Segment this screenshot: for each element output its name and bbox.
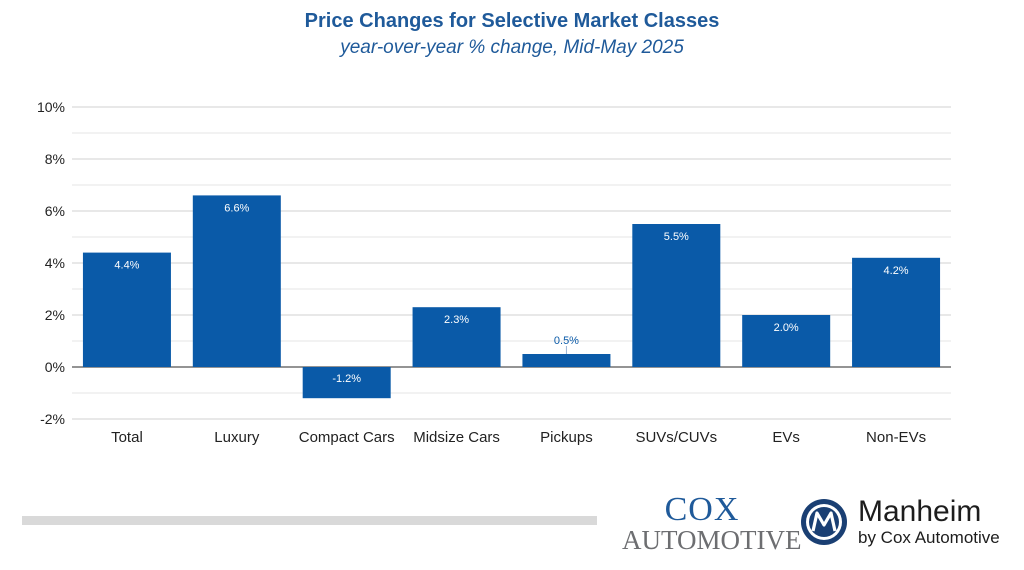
cox-automotive-logo: COX AUTOMOTIVE	[622, 491, 802, 555]
bar-chart: -2% 0% 2% 4% 6% 8% 10% 4.4% Total 6.6% Luxury -1.2%…	[37, 99, 951, 446]
y-tick-label: 4%	[45, 255, 65, 271]
data-label: 0.5%	[554, 335, 579, 347]
x-tick-label: Pickups	[540, 429, 593, 446]
x-tick-label: Midsize Cars	[413, 429, 500, 446]
bar	[522, 354, 611, 367]
manheim-emblem-icon	[801, 499, 847, 545]
manheim-name: Manheim	[858, 495, 982, 528]
manheim-subtitle: by Cox Automotive	[858, 528, 1000, 547]
y-tick-label: 6%	[45, 203, 65, 219]
y-tick-label: 8%	[45, 151, 65, 167]
x-tick-label: Luxury	[214, 429, 260, 446]
x-tick-label: Total	[111, 429, 143, 446]
x-tick-label: SUVs/CUVs	[635, 429, 717, 446]
manheim-logo-text: Manheim by Cox Automotive	[858, 496, 1000, 548]
chart-subtitle: year-over-year % change, Mid-May 2025	[340, 37, 684, 58]
x-tick-label: Non-EVs	[866, 429, 926, 446]
bar	[82, 252, 171, 367]
bar	[412, 307, 501, 367]
data-label: 5.5%	[664, 231, 689, 243]
data-label: 4.2%	[884, 265, 909, 277]
data-label: 2.3%	[444, 314, 469, 326]
bar	[192, 195, 281, 367]
data-label: -1.2%	[332, 373, 361, 385]
footer-divider	[22, 516, 597, 525]
y-tick-label: -2%	[40, 411, 65, 427]
data-label: 4.4%	[114, 260, 139, 272]
bar	[742, 315, 831, 367]
y-tick-label: 2%	[45, 307, 65, 323]
chart-title: Price Changes for Selective Market Class…	[304, 10, 720, 32]
x-tick-label: EVs	[772, 429, 800, 446]
y-tick-label: 0%	[45, 359, 65, 375]
cox-logo-bottom: AUTOMOTIVE	[622, 525, 802, 555]
bar	[632, 224, 721, 367]
bar	[852, 257, 941, 367]
bar	[302, 367, 391, 399]
data-label: 6.6%	[224, 202, 249, 214]
x-tick-label: Compact Cars	[299, 429, 395, 446]
cox-logo-top: COX	[664, 491, 740, 528]
y-tick-label: 10%	[37, 99, 65, 115]
data-label: 2.0%	[774, 322, 799, 334]
